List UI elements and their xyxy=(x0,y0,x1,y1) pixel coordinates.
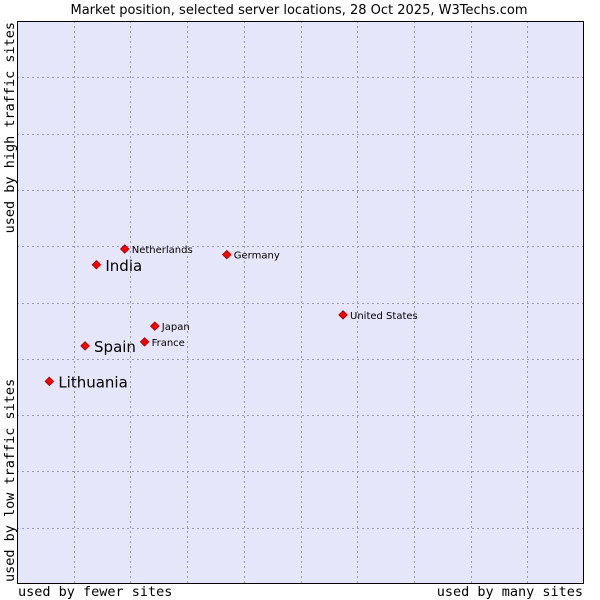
point-marker-japan xyxy=(150,321,160,331)
chart-title: Market position, selected server locatio… xyxy=(70,3,527,18)
point-marker-germany xyxy=(222,249,232,260)
plot-border xyxy=(17,21,584,584)
point-label-netherlands: Netherlands xyxy=(132,245,193,256)
y-axis-label-bottom: used by low traffic sites xyxy=(2,379,18,582)
point-united-states: United States xyxy=(338,310,418,322)
y-axis-label-top: used by high traffic sites xyxy=(2,22,18,233)
grid-lines xyxy=(17,21,584,584)
x-axis-label-right: used by many sites xyxy=(437,584,583,600)
x-axis-label-left: used by fewer sites xyxy=(18,584,172,600)
point-germany: Germany xyxy=(222,249,280,262)
plot-area xyxy=(17,21,584,584)
point-lithuania: Lithuania xyxy=(44,373,128,391)
point-marker-lithuania xyxy=(44,376,55,387)
point-netherlands: Netherlands xyxy=(119,244,193,256)
point-label-lithuania: Lithuania xyxy=(58,373,127,391)
point-label-united-states: United States xyxy=(350,311,418,322)
point-marker-united-states xyxy=(338,310,348,320)
point-japan: Japan xyxy=(150,321,190,333)
point-label-france: France xyxy=(152,338,185,349)
point-marker-france xyxy=(139,337,150,347)
point-spain: Spain xyxy=(80,338,136,356)
point-label-spain: Spain xyxy=(94,338,136,356)
point-marker-india xyxy=(91,260,102,270)
point-marker-netherlands xyxy=(119,244,130,254)
point-india: India xyxy=(91,257,142,275)
point-label-germany: Germany xyxy=(234,251,280,262)
point-label-japan: Japan xyxy=(161,322,190,333)
point-marker-spain xyxy=(80,341,90,351)
point-label-india: India xyxy=(105,257,142,275)
point-france: France xyxy=(139,337,185,349)
